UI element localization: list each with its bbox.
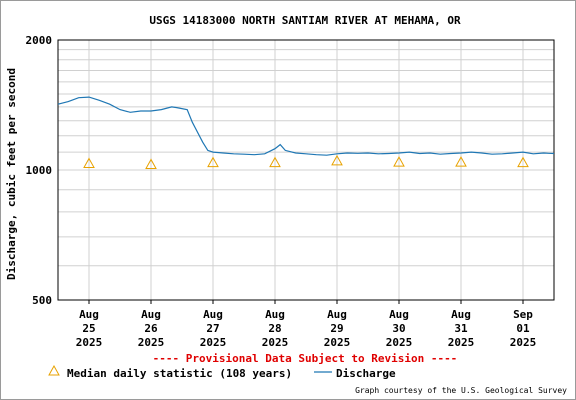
median-point — [517, 156, 529, 168]
x-tick-label: Aug — [389, 308, 409, 321]
median-point — [393, 156, 405, 167]
x-tick-label: 30 — [392, 322, 405, 335]
legend-median-label: Median daily statistic (108 years) — [67, 367, 292, 380]
x-tick-label: 2025 — [200, 336, 227, 349]
median-point — [207, 156, 219, 168]
x-tick-label: 31 — [454, 322, 468, 335]
x-tick-label: 2025 — [76, 336, 103, 349]
x-tick-label: 2025 — [448, 336, 475, 349]
plot-border — [57, 39, 555, 301]
y-axis-label: Discharge, cubic feet per second — [5, 68, 18, 280]
x-tick-label: Aug — [265, 308, 285, 321]
x-tick-label: 28 — [268, 322, 281, 335]
median-point — [83, 157, 95, 169]
x-tick-label: Sep — [513, 308, 533, 321]
y-tick-label: 1000 — [26, 164, 53, 177]
median-markers — [83, 154, 529, 169]
series-layer — [57, 96, 555, 156]
x-tick-label: Aug — [451, 308, 471, 321]
legend: Median daily statistic (108 years) Disch… — [48, 364, 396, 380]
legend-discharge-label: Discharge — [336, 367, 396, 380]
x-tick-label: 29 — [330, 322, 343, 335]
plot-area — [57, 39, 555, 301]
legend-item-discharge: Discharge — [314, 367, 396, 380]
median-point — [145, 158, 157, 169]
provisional-note: ---- Provisional Data Subject to Revisio… — [153, 352, 458, 365]
median-point — [269, 156, 281, 168]
median-point — [331, 154, 343, 166]
grid-lines — [58, 39, 554, 301]
x-axis-ticks: Aug252025Aug262025Aug272025Aug282025Aug2… — [76, 300, 537, 349]
triangle-icon — [48, 364, 60, 376]
x-tick-label: 26 — [144, 322, 158, 335]
credit-text: Graph courtesy of the U.S. Geological Su… — [355, 386, 567, 395]
x-tick-label: 2025 — [324, 336, 351, 349]
median-point — [455, 156, 467, 167]
x-tick-label: Aug — [79, 308, 99, 321]
y-tick-label: 2000 — [26, 34, 53, 47]
x-tick-label: 25 — [82, 322, 95, 335]
chart-title: USGS 14183000 NORTH SANTIAM RIVER AT MEH… — [149, 14, 461, 27]
x-tick-label: 2025 — [262, 336, 289, 349]
x-tick-label: 2025 — [510, 336, 537, 349]
y-tick-label: 500 — [32, 294, 52, 307]
x-tick-label: 01 — [516, 322, 530, 335]
x-tick-label: 27 — [206, 322, 219, 335]
x-tick-label: 2025 — [138, 336, 165, 349]
discharge-line — [57, 96, 555, 156]
legend-item-median: Median daily statistic (108 years) — [48, 364, 292, 380]
x-tick-label: Aug — [141, 308, 161, 321]
x-tick-label: 2025 — [386, 336, 413, 349]
x-tick-label: Aug — [327, 308, 347, 321]
x-tick-label: Aug — [203, 308, 223, 321]
y-axis-ticks: 2000 1000 500 — [26, 34, 53, 307]
